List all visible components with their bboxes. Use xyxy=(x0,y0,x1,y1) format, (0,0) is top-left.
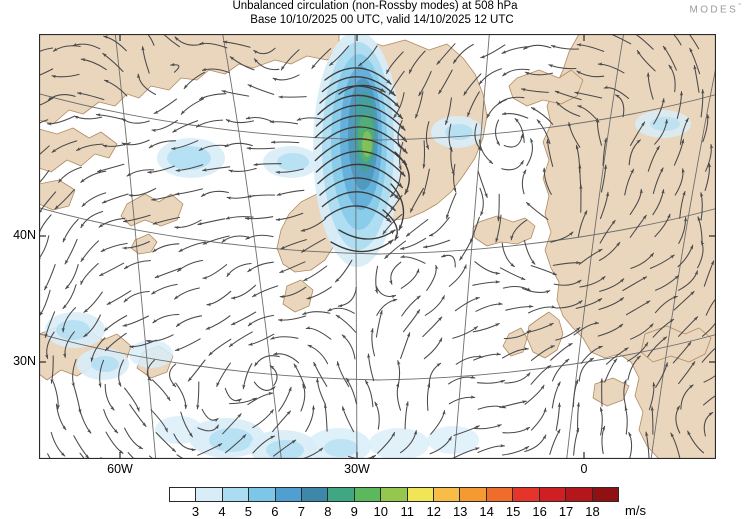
colorbar-cell-4 xyxy=(276,488,302,501)
colorbar-tick-7: 7 xyxy=(298,504,305,519)
colorbar-cell-8 xyxy=(381,488,407,501)
colorbar-cell-16 xyxy=(593,488,618,501)
colorbar-cell-9 xyxy=(408,488,434,501)
colorbar-tick-13: 13 xyxy=(453,504,467,519)
lon-label-60w: 60W xyxy=(107,462,133,476)
colorbar-swatches xyxy=(169,487,619,502)
colorbar-cell-12 xyxy=(487,488,513,501)
modes-logo-mark: ° xyxy=(738,3,741,10)
colorbar-tick-8: 8 xyxy=(324,504,331,519)
lat-label-30n: 30N xyxy=(0,354,36,368)
map-plot-area xyxy=(39,34,716,459)
colorbar-cell-15 xyxy=(566,488,592,501)
title-line-2: Base 10/10/2025 00 UTC, valid 14/10/2025… xyxy=(0,14,750,28)
wind-vector xyxy=(272,142,299,143)
wind-vector xyxy=(279,97,306,98)
colorbar-cell-7 xyxy=(355,488,381,501)
colorbar-tick-10: 10 xyxy=(374,504,388,519)
colorbar-cell-3 xyxy=(249,488,275,501)
colorbar-tick-14: 14 xyxy=(479,504,493,519)
colorbar-tick-11: 11 xyxy=(400,504,414,519)
lat-label-40n: 40N xyxy=(0,228,36,242)
modes-logo-text: MODES xyxy=(690,4,739,15)
colorbar-tick-9: 9 xyxy=(351,504,358,519)
colorbar-cell-5 xyxy=(302,488,328,501)
lon-label-30w: 30W xyxy=(344,462,370,476)
colorbar-tick-12: 12 xyxy=(426,504,440,519)
colorbar-cell-2 xyxy=(223,488,249,501)
colorbar-cell-10 xyxy=(434,488,460,501)
colorbar-tick-5: 5 xyxy=(245,504,252,519)
colorbar-cell-0 xyxy=(170,488,196,501)
colorbar-cell-1 xyxy=(196,488,222,501)
page-title: Unbalanced circulation (non-Rossby modes… xyxy=(0,0,750,27)
map-svg xyxy=(39,34,716,459)
title-line-1: Unbalanced circulation (non-Rossby modes… xyxy=(0,0,750,14)
colorbar-cell-13 xyxy=(513,488,539,501)
colorbar-tick-3: 3 xyxy=(192,504,199,519)
modes-logo: MODES° xyxy=(690,3,741,15)
colorbar-tick-15: 15 xyxy=(506,504,520,519)
colorbar-cell-6 xyxy=(328,488,354,501)
lon-label-0: 0 xyxy=(581,462,588,476)
colorbar-tick-16: 16 xyxy=(532,504,546,519)
colorbar-cell-11 xyxy=(460,488,486,501)
colorbar-tick-4: 4 xyxy=(218,504,225,519)
colorbar-tick-17: 17 xyxy=(559,504,573,519)
colorbar-tick-18: 18 xyxy=(585,504,599,519)
colorbar-tick-6: 6 xyxy=(271,504,278,519)
colorbar-cell-14 xyxy=(540,488,566,501)
